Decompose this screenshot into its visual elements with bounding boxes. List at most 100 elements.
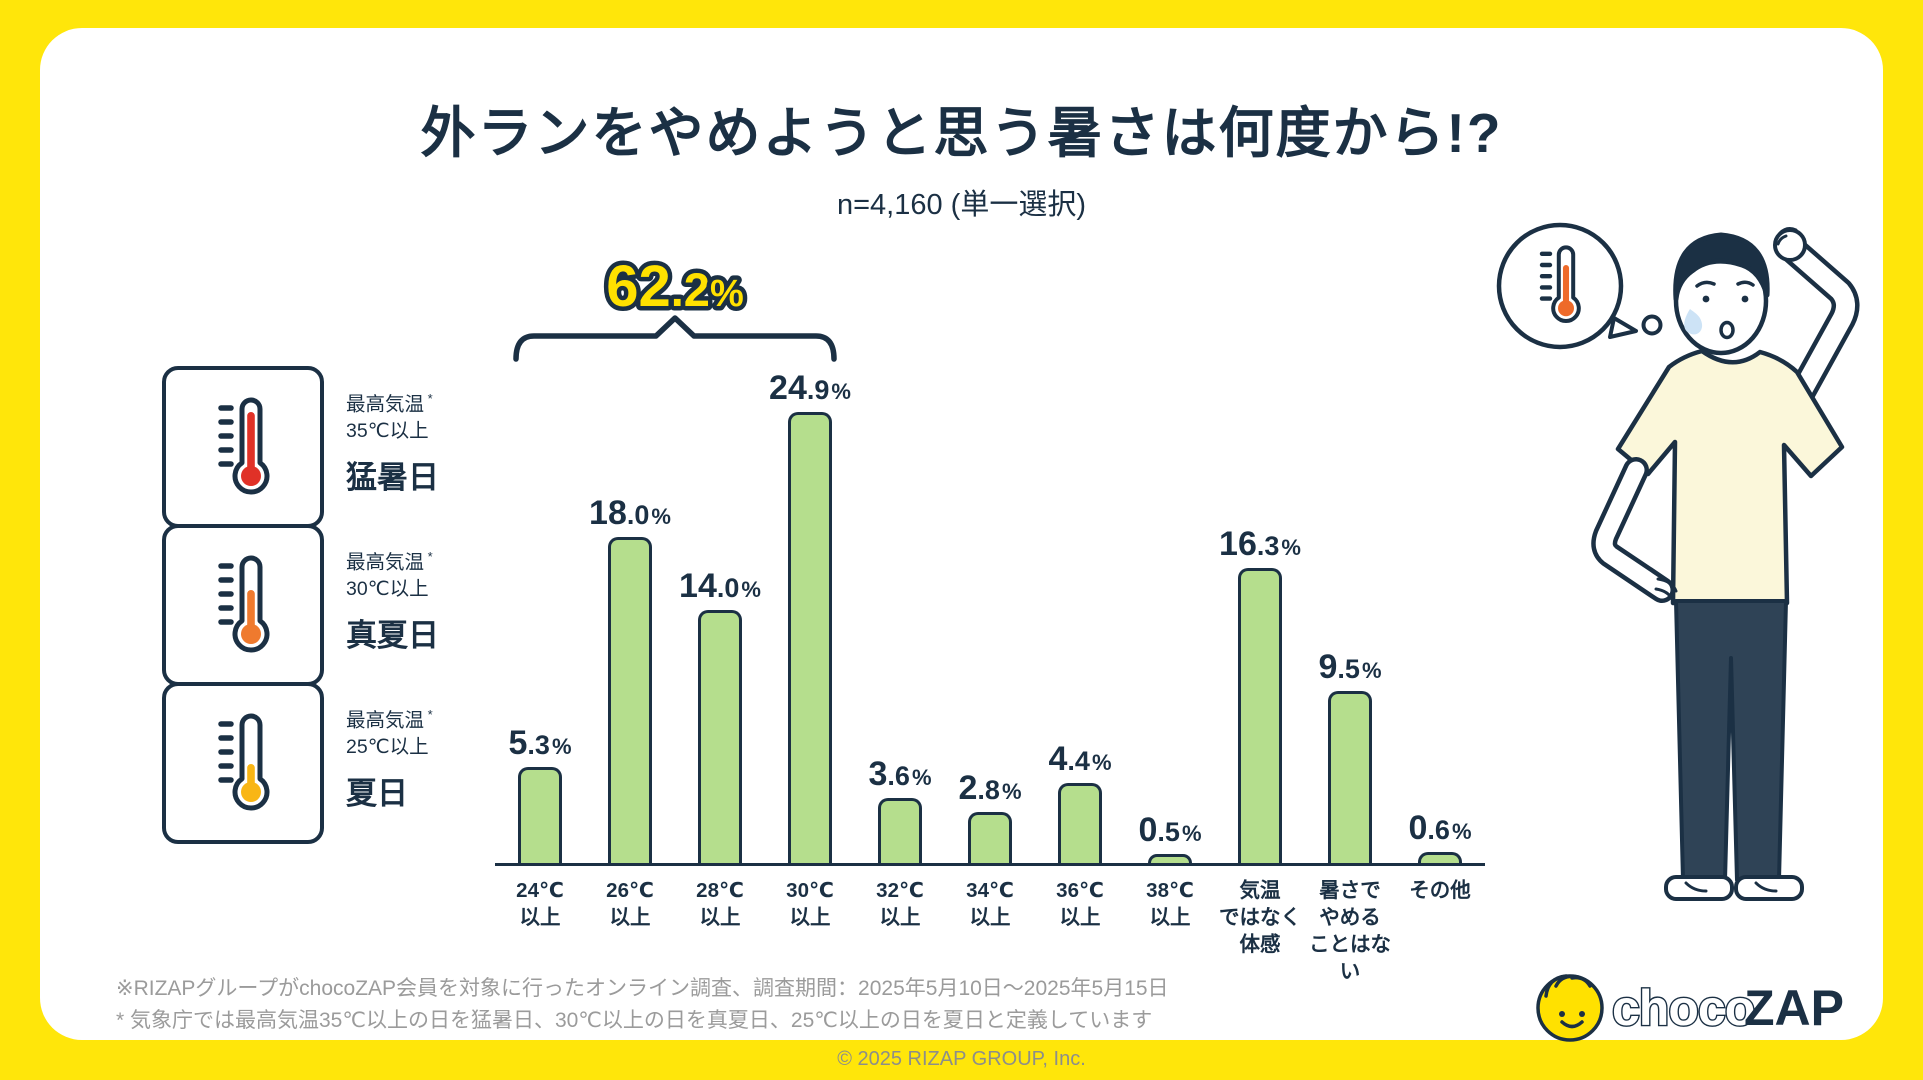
bar-value-label: 3.6%: [868, 757, 931, 791]
legend-thermometer-box: [162, 366, 324, 528]
x-label-気温ではなく体感: 気温 ではなく 体感: [1219, 879, 1301, 957]
sweat-drop: [1684, 309, 1703, 335]
x-label-暑さでやめることはない: 暑さで やめる ことはない: [1309, 879, 1391, 984]
value-percent-sign: %: [551, 734, 572, 759]
value-decimal: .9: [806, 375, 830, 405]
chocozap-mascot-icon: [1536, 974, 1604, 1042]
thermometer-icon: [218, 555, 270, 653]
highlight-bracket: 62.2%: [513, 250, 837, 362]
value-decimal: .3: [527, 730, 550, 760]
value-integer: 2: [958, 769, 978, 807]
bar-30℃以上: [788, 412, 832, 863]
t-shirt: [1615, 348, 1845, 606]
bar-slot-4: 3.6%: [855, 373, 945, 863]
thinking-runner-illustration: [1496, 222, 1860, 901]
x-label-26℃以上: 26℃ 以上: [606, 879, 654, 930]
bar-value-label: 14.0%: [679, 569, 761, 603]
value-percent-sign: %: [1361, 658, 1382, 683]
page-title: 外ランをやめようと思う暑さは何度から!?: [420, 102, 1503, 164]
temperature-day-legend: 最高気温 * 35℃以上猛暑日 最高気温 * 30℃以上真夏日 最高気温 * 25℃以…: [162, 366, 439, 844]
legend-item-text: 最高気温 * 35℃以上猛暑日: [324, 366, 439, 528]
x-label-24℃以上: 24℃ 以上: [516, 879, 564, 930]
shoes: [1664, 875, 1804, 901]
bar-気温ではなく体感: [1238, 568, 1282, 863]
head: [1673, 232, 1770, 356]
legend-condition: 最高気温 * 35℃以上: [346, 391, 433, 442]
legend-day-name: 夏日: [346, 776, 408, 812]
value-integer: 0: [1138, 811, 1158, 849]
bar-暑さでやめることはない: [1328, 691, 1372, 863]
value-decimal: .6: [887, 761, 910, 791]
value-integer: 4: [1048, 740, 1068, 778]
hair: [1673, 232, 1770, 302]
footnotes: ※RIZAPグループがchocoZAP会員を対象に行ったオンライン調査、調査期間…: [116, 973, 1169, 1036]
bar-26℃以上: [608, 537, 652, 863]
x-label-32℃以上: 32℃ 以上: [876, 879, 924, 930]
bar-value-label: 2.8%: [958, 771, 1021, 805]
bar-24℃以上: [518, 767, 562, 863]
legend-item-猛暑日: 最高気温 * 35℃以上猛暑日: [162, 366, 439, 528]
legend-day-name: 真夏日: [346, 618, 439, 654]
raised-arm: [1778, 235, 1860, 409]
value-decimal: .3: [1256, 531, 1280, 561]
bar-slot-3: 24.9%: [765, 371, 855, 863]
value-percent-sign: %: [651, 504, 671, 529]
logo-text-choco: choco: [1612, 980, 1754, 1036]
infographic-card: 外ランをやめようと思う暑さは何度から!? n=4,160 (単一選択) 最高気温…: [40, 28, 1883, 1042]
value-percent-sign: %: [1181, 821, 1202, 846]
legend-thermometer-box: [162, 524, 324, 686]
x-label-その他: その他: [1409, 879, 1471, 902]
value-decimal: .0: [626, 500, 650, 530]
bar-value-label: 18.0%: [589, 496, 671, 530]
value-integer: 24: [769, 369, 807, 407]
bar-value-label: 9.5%: [1318, 650, 1381, 684]
bar-slot-6: 4.4%: [1035, 373, 1125, 863]
highlight-percentage: 62.2%: [606, 254, 744, 319]
bar-chart: 5.3% 18.0% 14.0% 24.9% 3.6% 2.8% 4.4% 0.5% 16.3%…: [495, 371, 1485, 866]
bar-slot-0: 5.3%: [495, 373, 585, 863]
value-integer: 3: [868, 755, 888, 793]
value-integer: 9: [1318, 648, 1338, 686]
value-decimal: .6: [1427, 815, 1450, 845]
value-percent-sign: %: [1281, 535, 1301, 560]
x-label-36℃以上: 36℃ 以上: [1056, 879, 1104, 930]
value-integer: 0: [1408, 809, 1428, 847]
bar-slot-9: 9.5%: [1305, 373, 1395, 863]
value-integer: 18: [589, 494, 627, 532]
bar-value-label: 16.3%: [1219, 527, 1301, 561]
bar-value-label: 4.4%: [1048, 742, 1111, 776]
bar-slot-7: 0.5%: [1125, 373, 1215, 863]
bracket-shape: [513, 315, 837, 362]
value-percent-sign: %: [1001, 779, 1022, 804]
value-percent-sign: %: [741, 577, 761, 602]
pants: [1674, 599, 1788, 882]
legend-item-text: 最高気温 * 25℃以上 夏日: [324, 682, 433, 844]
legend-item-text: 最高気温 * 30℃以上真夏日: [324, 524, 439, 686]
value-integer: 5: [508, 724, 528, 762]
x-label-34℃以上: 34℃ 以上: [966, 879, 1014, 930]
legend-day-name: 猛暑日: [346, 460, 439, 496]
footnote-definition: * 気象庁では最高気温35℃以上の日を猛暑日、30℃以上の日を真夏日、25℃以上…: [116, 1008, 1153, 1032]
thought-bubble: [1496, 222, 1663, 350]
value-integer: 16: [1219, 525, 1257, 563]
x-label-30℃以上: 30℃ 以上: [786, 879, 834, 930]
sample-size-note: n=4,160 (単一選択): [836, 189, 1086, 221]
legend-condition: 最高気温 * 30℃以上: [346, 549, 433, 600]
akimbo-arm: [1591, 457, 1678, 603]
thermometer-icon: [218, 397, 270, 495]
bar-28℃以上: [698, 610, 742, 863]
value-decimal: .8: [977, 775, 1000, 805]
bar-slot-8: 16.3%: [1215, 373, 1305, 863]
bar-32℃以上: [878, 798, 922, 863]
bubble-thermometer-icon: [1539, 245, 1581, 324]
bar-38℃以上: [1148, 854, 1192, 863]
legend-thermometer-box: [162, 682, 324, 844]
value-decimal: .4: [1067, 746, 1090, 776]
legend-item-夏日: 最高気温 * 25℃以上 夏日: [162, 682, 439, 844]
chocozap-logo: choco ZAP: [1536, 974, 1844, 1042]
value-percent-sign: %: [1451, 819, 1472, 844]
bar-slot-1: 18.0%: [585, 373, 675, 863]
bar-value-label: 0.6%: [1408, 811, 1471, 845]
x-label-28℃以上: 28℃ 以上: [696, 879, 744, 930]
value-percent-sign: %: [831, 379, 851, 404]
